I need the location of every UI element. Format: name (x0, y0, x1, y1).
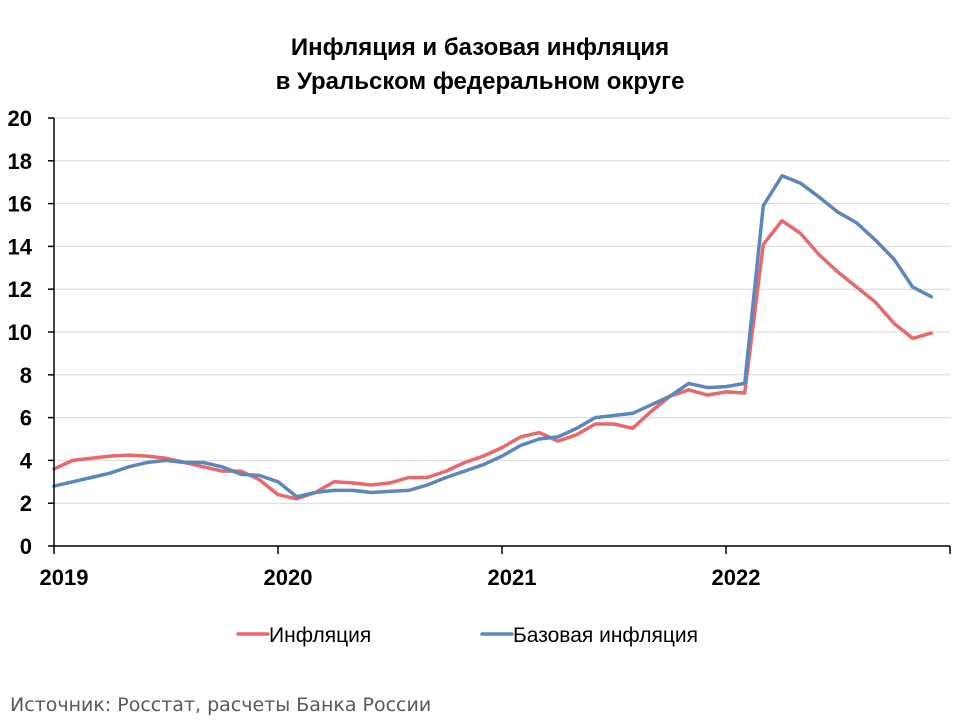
chart-title-line-1: Инфляция и базовая инфляция (291, 34, 669, 61)
y-tick-label: 14 (8, 234, 33, 259)
x-tick-label: 2021 (488, 565, 537, 590)
series-line-0 (52, 218, 934, 501)
chart-title-line-2: в Уральском федеральном округе (276, 68, 685, 95)
x-tick-label: 2022 (712, 565, 761, 590)
x-axis-tick-labels: 2019 2020 2021 2022 (40, 546, 951, 590)
series-lines (52, 174, 934, 501)
series-line-1 (52, 174, 934, 499)
y-tick-label: 10 (8, 320, 32, 345)
y-tick-label: 12 (8, 277, 32, 302)
y-tick-label: 4 (20, 448, 33, 473)
gridlines (54, 117, 950, 504)
y-tick-label: 20 (8, 106, 32, 131)
y-tick-label: 0 (20, 534, 32, 559)
y-tick-label: 6 (20, 406, 32, 431)
source-note: Источник: Росстат, расчеты Банка России (10, 694, 431, 716)
legend: Инфляция Базовая инфляция (236, 624, 698, 647)
y-tick-label: 2 (20, 491, 32, 516)
x-tick-label: 2020 (264, 565, 313, 590)
y-tick-label: 8 (20, 363, 32, 388)
y-tick-label: 16 (8, 192, 32, 217)
legend-label-inflation: Инфляция (269, 624, 371, 647)
legend-label-core-inflation: Базовая инфляция (513, 624, 698, 647)
y-axis-tick-labels: 0 2 4 6 8 10 12 14 16 18 20 (8, 106, 54, 559)
x-tick-label: 2019 (40, 565, 89, 590)
y-tick-label: 18 (8, 149, 32, 174)
